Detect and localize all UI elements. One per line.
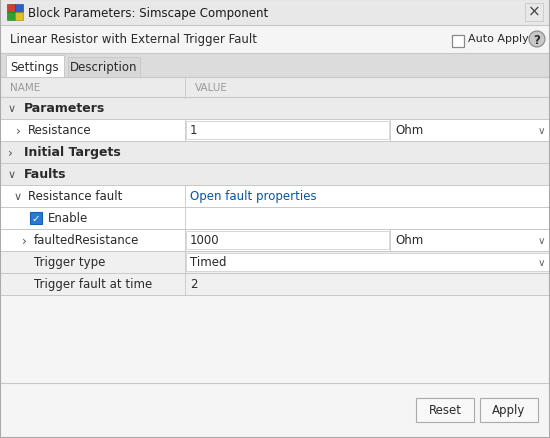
- Text: ✓: ✓: [32, 213, 40, 223]
- Text: ×: ×: [527, 5, 540, 20]
- Bar: [186, 254, 549, 272]
- Bar: [0, 383, 550, 438]
- Bar: [0, 230, 550, 251]
- Text: 1000: 1000: [190, 234, 219, 247]
- Bar: [0, 208, 550, 230]
- Text: 2: 2: [190, 278, 197, 291]
- Bar: [6, 56, 64, 78]
- Text: faultedResistance: faultedResistance: [34, 234, 139, 247]
- Bar: [0, 120, 550, 141]
- Bar: [0, 98, 550, 120]
- Bar: [416, 398, 474, 422]
- Bar: [7, 5, 15, 13]
- Text: ›: ›: [22, 234, 27, 247]
- Text: Ohm: Ohm: [395, 234, 424, 247]
- Bar: [0, 0, 550, 26]
- Text: Faults: Faults: [24, 168, 67, 181]
- Text: VALUE: VALUE: [195, 83, 228, 93]
- Text: ∨: ∨: [538, 236, 546, 245]
- Bar: [0, 164, 550, 186]
- Bar: [452, 36, 464, 48]
- Bar: [525, 4, 543, 22]
- Text: ∨: ∨: [8, 104, 16, 114]
- Text: ?: ?: [534, 33, 541, 46]
- Text: ∨: ∨: [8, 170, 16, 180]
- Text: Open fault properties: Open fault properties: [190, 190, 317, 203]
- Text: Resistance: Resistance: [28, 124, 92, 137]
- Text: ›: ›: [16, 124, 21, 137]
- Bar: [30, 212, 42, 225]
- Text: Resistance fault: Resistance fault: [28, 190, 122, 203]
- Text: Initial Targets: Initial Targets: [24, 146, 121, 159]
- Text: Reset: Reset: [428, 403, 461, 417]
- Text: Linear Resistor with External Trigger Fault: Linear Resistor with External Trigger Fa…: [10, 32, 257, 46]
- Bar: [186, 122, 389, 140]
- Text: ∨: ∨: [14, 191, 22, 201]
- Bar: [15, 5, 23, 13]
- Text: Ohm: Ohm: [395, 124, 424, 137]
- Text: Parameters: Parameters: [24, 102, 105, 115]
- Bar: [68, 58, 140, 78]
- Text: ›: ›: [8, 146, 13, 159]
- Bar: [7, 13, 15, 21]
- Bar: [0, 26, 550, 54]
- Bar: [0, 295, 550, 383]
- Text: ∨: ∨: [538, 258, 546, 267]
- Text: Enable: Enable: [48, 212, 88, 225]
- Text: Trigger fault at time: Trigger fault at time: [34, 278, 152, 291]
- Text: Auto Apply: Auto Apply: [468, 34, 529, 44]
- Text: 1: 1: [190, 124, 197, 137]
- Text: Timed: Timed: [190, 256, 227, 269]
- Bar: [0, 54, 550, 78]
- Bar: [186, 231, 389, 249]
- Text: Settings: Settings: [10, 60, 59, 73]
- Text: Block Parameters: Simscape Component: Block Parameters: Simscape Component: [28, 7, 268, 20]
- Text: ∨: ∨: [538, 126, 546, 136]
- Bar: [0, 186, 550, 208]
- Circle shape: [529, 32, 545, 48]
- Bar: [0, 78, 550, 98]
- Bar: [15, 13, 23, 21]
- Bar: [0, 273, 550, 295]
- Bar: [480, 398, 538, 422]
- Bar: [0, 251, 550, 273]
- Bar: [0, 141, 550, 164]
- Text: Apply: Apply: [492, 403, 526, 417]
- Text: NAME: NAME: [10, 83, 40, 93]
- Text: Description: Description: [70, 61, 138, 74]
- Text: Trigger type: Trigger type: [34, 256, 106, 269]
